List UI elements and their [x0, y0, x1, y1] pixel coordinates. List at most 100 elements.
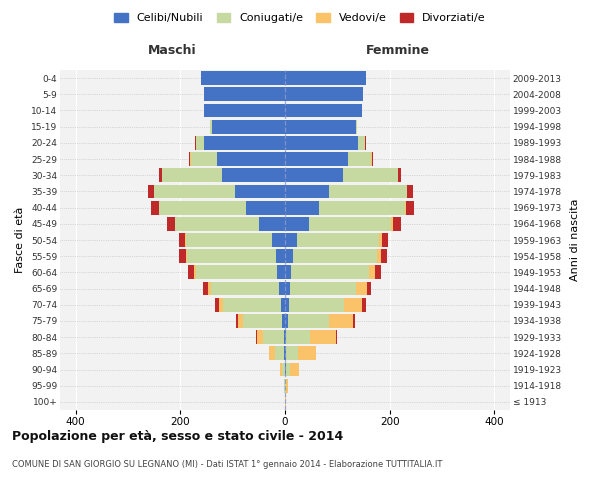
Bar — [398, 168, 401, 182]
Bar — [223, 298, 281, 312]
Bar — [286, 362, 290, 376]
Bar — [285, 168, 343, 182]
Bar — [407, 184, 413, 198]
Bar — [201, 71, 285, 85]
Bar — [196, 266, 277, 280]
Bar — [284, 330, 285, 344]
Bar — [277, 266, 285, 280]
Y-axis label: Anni di nascita: Anni di nascita — [571, 198, 580, 281]
Bar — [196, 136, 204, 149]
Bar — [187, 250, 275, 263]
Bar — [285, 200, 319, 214]
Bar — [284, 346, 285, 360]
Bar — [291, 266, 369, 280]
Bar — [406, 200, 414, 214]
Bar — [285, 330, 286, 344]
Bar — [215, 298, 219, 312]
Bar — [285, 136, 358, 149]
Bar — [283, 314, 285, 328]
Bar — [285, 395, 286, 409]
Bar — [243, 314, 283, 328]
Bar — [285, 233, 296, 247]
Bar — [256, 330, 257, 344]
Bar — [275, 250, 285, 263]
Bar — [281, 298, 285, 312]
Bar — [204, 104, 285, 118]
Bar — [151, 200, 159, 214]
Bar — [356, 282, 367, 296]
Bar — [343, 168, 398, 182]
Bar — [285, 71, 366, 85]
Bar — [310, 330, 336, 344]
Bar — [393, 217, 401, 230]
Bar — [279, 282, 285, 296]
Bar — [379, 233, 382, 247]
Bar — [285, 104, 362, 118]
Bar — [285, 346, 286, 360]
Bar — [191, 152, 217, 166]
Bar — [290, 362, 299, 376]
Bar — [269, 346, 275, 360]
Bar — [211, 282, 279, 296]
Bar — [377, 250, 381, 263]
Bar — [217, 152, 285, 166]
Bar — [298, 346, 316, 360]
Bar — [285, 314, 287, 328]
Bar — [382, 233, 388, 247]
Bar — [222, 168, 285, 182]
Bar — [286, 379, 288, 392]
Bar — [375, 266, 381, 280]
Bar — [329, 184, 407, 198]
Bar — [348, 152, 371, 166]
Bar — [203, 282, 208, 296]
Bar — [188, 266, 194, 280]
Bar — [175, 217, 259, 230]
Bar — [289, 298, 344, 312]
Text: Popolazione per età, sesso e stato civile - 2014: Popolazione per età, sesso e stato civil… — [12, 430, 343, 443]
Text: Maschi: Maschi — [148, 44, 197, 58]
Bar — [381, 250, 387, 263]
Bar — [367, 282, 371, 296]
Bar — [293, 250, 377, 263]
Bar — [283, 362, 285, 376]
Bar — [212, 120, 285, 134]
Bar — [356, 120, 357, 134]
Bar — [259, 217, 285, 230]
Bar — [185, 233, 272, 247]
Bar — [204, 88, 285, 101]
Bar — [285, 88, 364, 101]
Bar — [204, 136, 285, 149]
Bar — [185, 250, 187, 263]
Bar — [219, 298, 223, 312]
Bar — [344, 298, 362, 312]
Bar — [285, 282, 290, 296]
Bar — [235, 184, 285, 198]
Bar — [287, 314, 329, 328]
Bar — [275, 346, 284, 360]
Bar — [290, 282, 356, 296]
Bar — [285, 120, 356, 134]
Bar — [160, 200, 246, 214]
Bar — [167, 217, 175, 230]
Bar — [272, 233, 285, 247]
Bar — [391, 217, 393, 230]
Bar — [238, 314, 243, 328]
Bar — [148, 184, 154, 198]
Bar — [208, 282, 211, 296]
Y-axis label: Fasce di età: Fasce di età — [16, 207, 25, 273]
Text: Femmine: Femmine — [365, 44, 430, 58]
Bar — [154, 184, 235, 198]
Bar — [285, 379, 286, 392]
Bar — [280, 362, 283, 376]
Bar — [285, 184, 329, 198]
Bar — [336, 330, 337, 344]
Bar — [285, 152, 348, 166]
Bar — [372, 152, 373, 166]
Bar — [369, 266, 375, 280]
Bar — [179, 233, 185, 247]
Bar — [285, 298, 289, 312]
Bar — [285, 250, 293, 263]
Bar — [286, 346, 298, 360]
Bar — [159, 168, 161, 182]
Bar — [296, 233, 379, 247]
